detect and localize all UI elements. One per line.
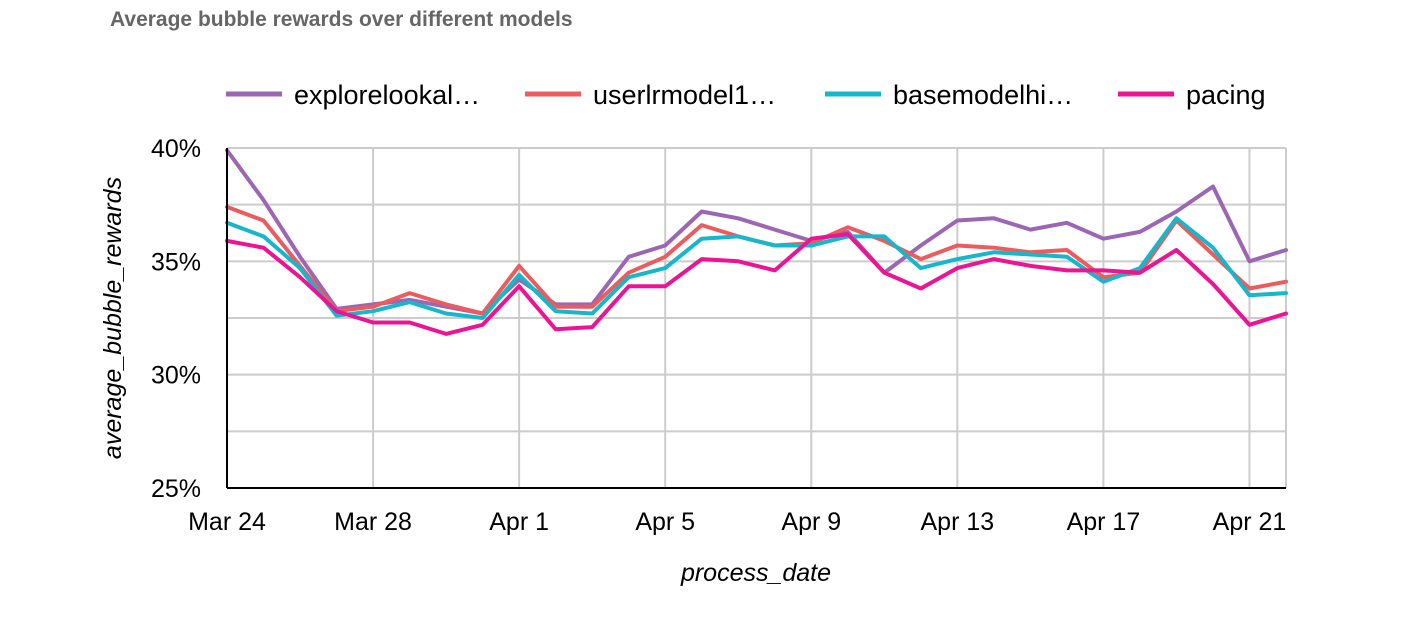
series-line-4 <box>225 232 1288 336</box>
legend-label: basemodelhi… <box>893 80 1073 110</box>
y-axis-label: average_bubble_rewards <box>99 177 127 459</box>
x-tick-label: Apr 5 <box>635 508 695 536</box>
legend-label: explorelookal… <box>294 80 480 110</box>
axes <box>226 148 1286 489</box>
y-tick-label: 35% <box>151 248 201 276</box>
x-tick-label: Apr 17 <box>1067 508 1141 536</box>
legend-item-4[interactable]: pacing <box>1118 80 1266 110</box>
chart-title: Average bubble rewards over different mo… <box>110 8 573 31</box>
tick-labels: 40% 35% 30% 25% Mar 24 Mar 28 Apr 1 Apr 5 Apr 9 A… <box>151 135 1286 536</box>
legend-item-1[interactable]: explorelookal… <box>226 80 480 110</box>
legend-label: pacing <box>1186 80 1266 110</box>
x-axis-label: process_date <box>680 559 831 587</box>
x-tick-label: Mar 28 <box>334 508 412 536</box>
legend-item-2[interactable]: userlrmodel1… <box>525 80 776 110</box>
legend: explorelookal… userlrmodel1… basemodelhi… p… <box>226 80 1266 110</box>
y-tick-label: 30% <box>151 362 201 390</box>
legend-item-3[interactable]: basemodelhi… <box>825 80 1073 110</box>
legend-label: userlrmodel1… <box>593 80 776 110</box>
series-lines <box>225 148 1288 336</box>
series-line-3 <box>225 216 1288 320</box>
x-tick-label: Apr 13 <box>921 508 995 536</box>
x-tick-label: Apr 1 <box>489 508 549 536</box>
grid <box>226 147 1287 489</box>
y-tick-label: 25% <box>151 475 201 503</box>
x-tick-label: Apr 9 <box>781 508 841 536</box>
series-line-1 <box>225 148 1288 316</box>
y-tick-label: 40% <box>151 135 201 163</box>
x-tick-label: Apr 21 <box>1213 508 1287 536</box>
x-tick-label: Mar 24 <box>188 508 266 536</box>
